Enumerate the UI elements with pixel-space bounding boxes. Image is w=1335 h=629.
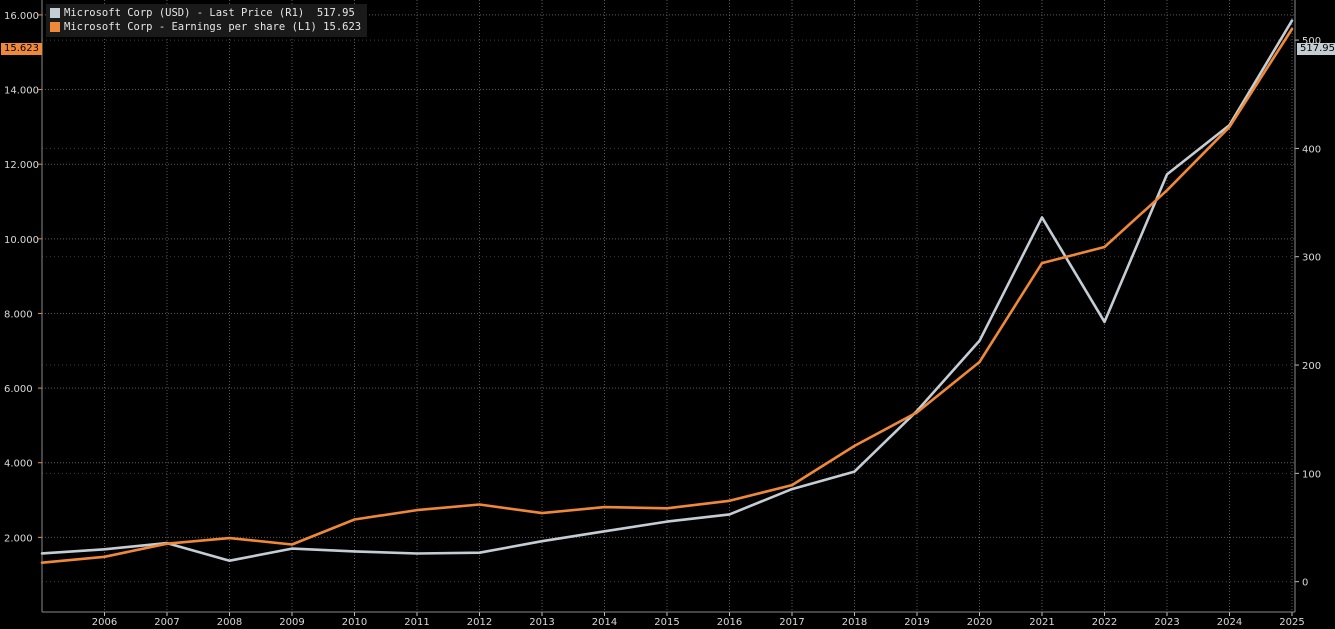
legend-entry-eps: Microsoft Corp - Earnings per share (L1)… bbox=[50, 20, 361, 34]
legend-entry-price: Microsoft Corp (USD) - Last Price (R1) 5… bbox=[50, 6, 361, 20]
right-y-tick-label: 0 bbox=[1302, 578, 1308, 589]
x-tick-label: 2025 bbox=[1279, 617, 1304, 628]
x-tick-label: 2021 bbox=[1029, 617, 1054, 628]
x-tick-label: 2017 bbox=[779, 617, 804, 628]
left-y-tick-label: 10.000 bbox=[4, 235, 39, 246]
x-tick-label: 2018 bbox=[842, 617, 867, 628]
x-tick-label: 2012 bbox=[467, 617, 492, 628]
left-y-tick-label: 8.000 bbox=[4, 309, 33, 320]
x-tick-label: 2006 bbox=[92, 617, 117, 628]
x-tick-label: 2020 bbox=[967, 617, 992, 628]
x-tick-label: 2016 bbox=[717, 617, 742, 628]
legend-swatch-price bbox=[50, 8, 60, 18]
x-tick-label: 2013 bbox=[529, 617, 554, 628]
x-tick-label: 2023 bbox=[1154, 617, 1179, 628]
series-line-last-price bbox=[40, 19, 1294, 563]
x-tick-label: 2011 bbox=[404, 617, 429, 628]
left-y-tick-label: 12.000 bbox=[4, 160, 39, 171]
x-tick-label: 2022 bbox=[1092, 617, 1117, 628]
x-tick-label: 2019 bbox=[904, 617, 929, 628]
left-y-tick-label: 16.000 bbox=[4, 11, 39, 22]
x-tick-label: 2014 bbox=[592, 617, 617, 628]
x-tick-label: 2007 bbox=[154, 617, 179, 628]
legend-label-price: Microsoft Corp (USD) - Last Price (R1) 5… bbox=[64, 7, 355, 19]
right-y-tick-label: 400 bbox=[1302, 144, 1321, 155]
series-line-eps bbox=[40, 27, 1294, 565]
legend-label-eps: Microsoft Corp - Earnings per share (L1)… bbox=[64, 21, 362, 33]
right-y-tick-label: 200 bbox=[1302, 361, 1321, 372]
left-y-tick-label: 2.000 bbox=[4, 533, 33, 544]
legend-swatch-eps bbox=[50, 22, 60, 32]
right-y-tick-label: 500 bbox=[1302, 36, 1321, 47]
right-axis-last-value-badge: 517.95 bbox=[1297, 43, 1335, 55]
x-tick-label: 2009 bbox=[279, 617, 304, 628]
left-y-tick-label: 4.000 bbox=[4, 459, 33, 470]
chart-legend: Microsoft Corp (USD) - Last Price (R1) 5… bbox=[46, 4, 368, 37]
left-y-tick-label: 6.000 bbox=[4, 384, 33, 395]
right-y-tick-label: 100 bbox=[1302, 469, 1321, 480]
right-y-tick-label: 300 bbox=[1302, 253, 1321, 264]
left-y-tick-label: 14.000 bbox=[4, 86, 39, 97]
x-tick-label: 2024 bbox=[1217, 617, 1242, 628]
x-tick-label: 2010 bbox=[342, 617, 367, 628]
x-tick-label: 2008 bbox=[217, 617, 242, 628]
left-axis-last-value-badge: 15.623 bbox=[1, 43, 42, 55]
x-tick-label: 2015 bbox=[654, 617, 679, 628]
